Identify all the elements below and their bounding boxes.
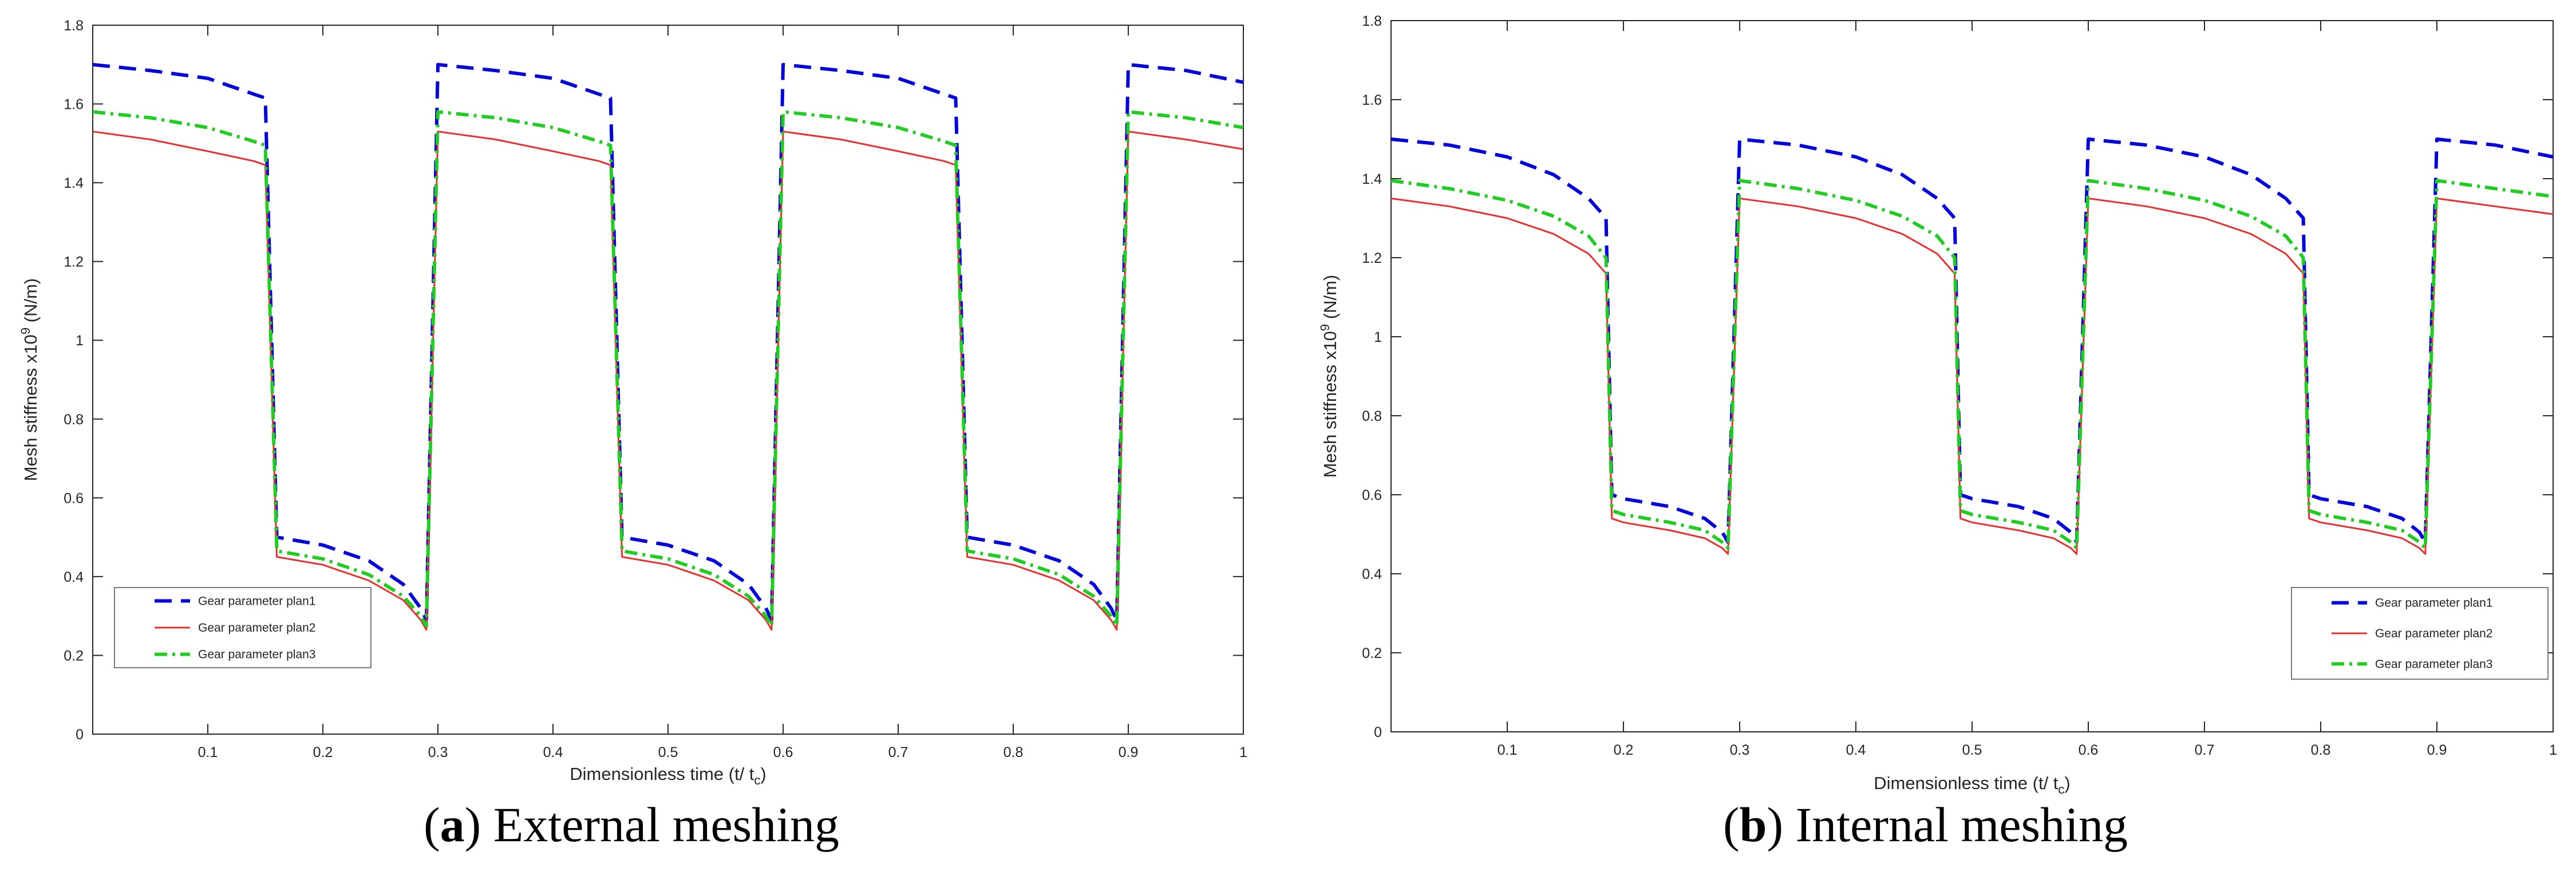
y-tick-label: 0.6 xyxy=(1362,487,1382,503)
y-tick-label: 0 xyxy=(1374,724,1382,740)
caption-b-letter: b xyxy=(1739,797,1767,852)
x-tick-label: 0.8 xyxy=(1003,744,1024,760)
y-axis-label: Mesh stiffness x109 (N/m) xyxy=(18,278,41,482)
x-tick-label: 0.1 xyxy=(1498,742,1518,758)
x-tick-label: 1 xyxy=(2549,742,2557,758)
y-tick-label: 0.2 xyxy=(64,648,84,664)
x-tick-label: 0.3 xyxy=(428,744,448,760)
caption-b: (b) Internal meshing xyxy=(1723,797,2128,852)
series-line-plan1 xyxy=(1390,137,2554,544)
legend-label-plan2: Gear parameter plan2 xyxy=(198,621,315,634)
series-line-plan1 xyxy=(92,62,1244,622)
legend: Gear parameter plan1 Gear parameter plan2… xyxy=(114,587,372,668)
y-axis-label-main: Mesh stiffness x10 xyxy=(21,334,41,481)
x-tick-label: 0.9 xyxy=(2427,742,2447,758)
y-tick-label: 0.4 xyxy=(64,569,84,585)
x-tick-label: 0.1 xyxy=(198,744,218,760)
y-tick-label: 1.8 xyxy=(1362,13,1382,29)
x-tick-label: 0.2 xyxy=(1614,742,1634,758)
caption-b-text: Internal meshing xyxy=(1795,797,2128,852)
y-tick-label: 1.6 xyxy=(64,97,84,113)
y-tick-label: 0.2 xyxy=(1362,645,1382,661)
y-axis-label-sup: 9 xyxy=(18,328,33,334)
y-tick-label: 0.8 xyxy=(1362,408,1382,424)
caption-a: (a) External meshing xyxy=(424,797,840,852)
x-tick-label: 0.5 xyxy=(658,744,678,760)
y-tick-label: 1 xyxy=(1374,329,1382,345)
y-axis-label-main: Mesh stiffness x10 xyxy=(1320,331,1340,478)
y-axis-label-sup: 9 xyxy=(1318,324,1332,331)
x-tick-label: 0.6 xyxy=(773,744,793,760)
legend-label-plan1: Gear parameter plan1 xyxy=(198,594,315,608)
x-tick-label: 0.2 xyxy=(313,744,333,760)
x-axis-label-main: Dimensionless time (t/ t xyxy=(570,764,754,784)
series-line-plan3 xyxy=(1390,179,2554,550)
legend-label-plan1: Gear parameter plan1 xyxy=(2375,597,2492,610)
series-line-plan2 xyxy=(1390,198,2554,555)
y-tick-label: 0.8 xyxy=(64,412,84,428)
x-axis-label-sub: c xyxy=(2058,782,2064,797)
x-axis-label: Dimensionless time (t/ tc) xyxy=(1874,773,2070,797)
x-axis-label-sub: c xyxy=(754,773,760,787)
y-tick-label: 1.2 xyxy=(1362,250,1382,266)
x-tick-label: 0.4 xyxy=(1846,742,1866,758)
y-tick-label: 1 xyxy=(76,333,84,349)
y-tick-label: 1.6 xyxy=(1362,92,1382,108)
x-axis-label-close: ) xyxy=(2064,773,2070,793)
y-tick-label: 1.4 xyxy=(64,175,84,191)
legend-label-plan2: Gear parameter plan2 xyxy=(2375,627,2492,640)
y-axis-label-unit: (N/m) xyxy=(21,278,41,328)
y-axis-label: Mesh stiffness x109 (N/m) xyxy=(1318,275,1340,478)
y-tick-label: 1.8 xyxy=(64,18,84,34)
x-tick-label: 0.7 xyxy=(888,744,908,760)
caption-a-text: External meshing xyxy=(493,797,840,852)
x-tick-label: 0.4 xyxy=(543,744,563,760)
y-tick-label: 0.4 xyxy=(1362,566,1382,582)
y-tick-label: 0.6 xyxy=(64,490,84,506)
x-tick-label: 0.8 xyxy=(2311,742,2331,758)
x-tick-label: 0.5 xyxy=(1962,742,1982,758)
y-tick-label: 1.4 xyxy=(1362,171,1382,187)
legend: Gear parameter plan1 Gear parameter plan2… xyxy=(2291,587,2549,680)
x-tick-label: 1 xyxy=(1239,744,1247,760)
chart-b: 0 0.2 0.4 0.6 0.8 1 1.2 1.4 1.6 1.8 0.1 0.2 0.3 0.4 0.… xyxy=(1318,13,2557,797)
x-axis-label: Dimensionless time (t/ tc) xyxy=(570,764,766,787)
series-line-plan3 xyxy=(92,110,1244,628)
y-tick-label: 1.2 xyxy=(64,254,84,270)
caption-a-letter: a xyxy=(440,797,465,852)
x-tick-label: 0.7 xyxy=(2195,742,2215,758)
legend-label-plan3: Gear parameter plan3 xyxy=(2375,657,2492,671)
y-tick-label: 0 xyxy=(76,727,84,743)
x-axis-label-close: ) xyxy=(760,764,766,784)
x-tick-label: 0.3 xyxy=(1730,742,1750,758)
x-tick-label: 0.9 xyxy=(1119,744,1139,760)
series-line-plan2 xyxy=(92,131,1244,631)
x-tick-label: 0.6 xyxy=(2079,742,2099,758)
legend-label-plan3: Gear parameter plan3 xyxy=(198,648,315,661)
y-axis-label-unit: (N/m) xyxy=(1320,275,1340,324)
chart-a: 0 0.2 0.4 0.6 0.8 1 1.2 1.4 1.6 1.8 0.1 0.2 0.3 0.4 0.… xyxy=(18,18,1247,787)
x-axis-label-main: Dimensionless time (t/ t xyxy=(1874,773,2059,793)
